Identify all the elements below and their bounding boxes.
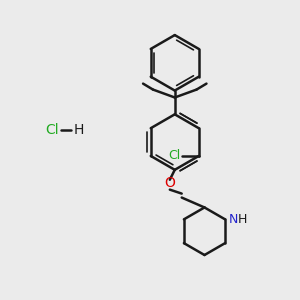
Text: O: O (164, 176, 175, 190)
Text: N: N (229, 213, 238, 226)
Text: Cl: Cl (169, 149, 181, 162)
Text: Cl: Cl (45, 123, 59, 137)
Text: H: H (74, 123, 84, 137)
Text: H: H (238, 213, 247, 226)
